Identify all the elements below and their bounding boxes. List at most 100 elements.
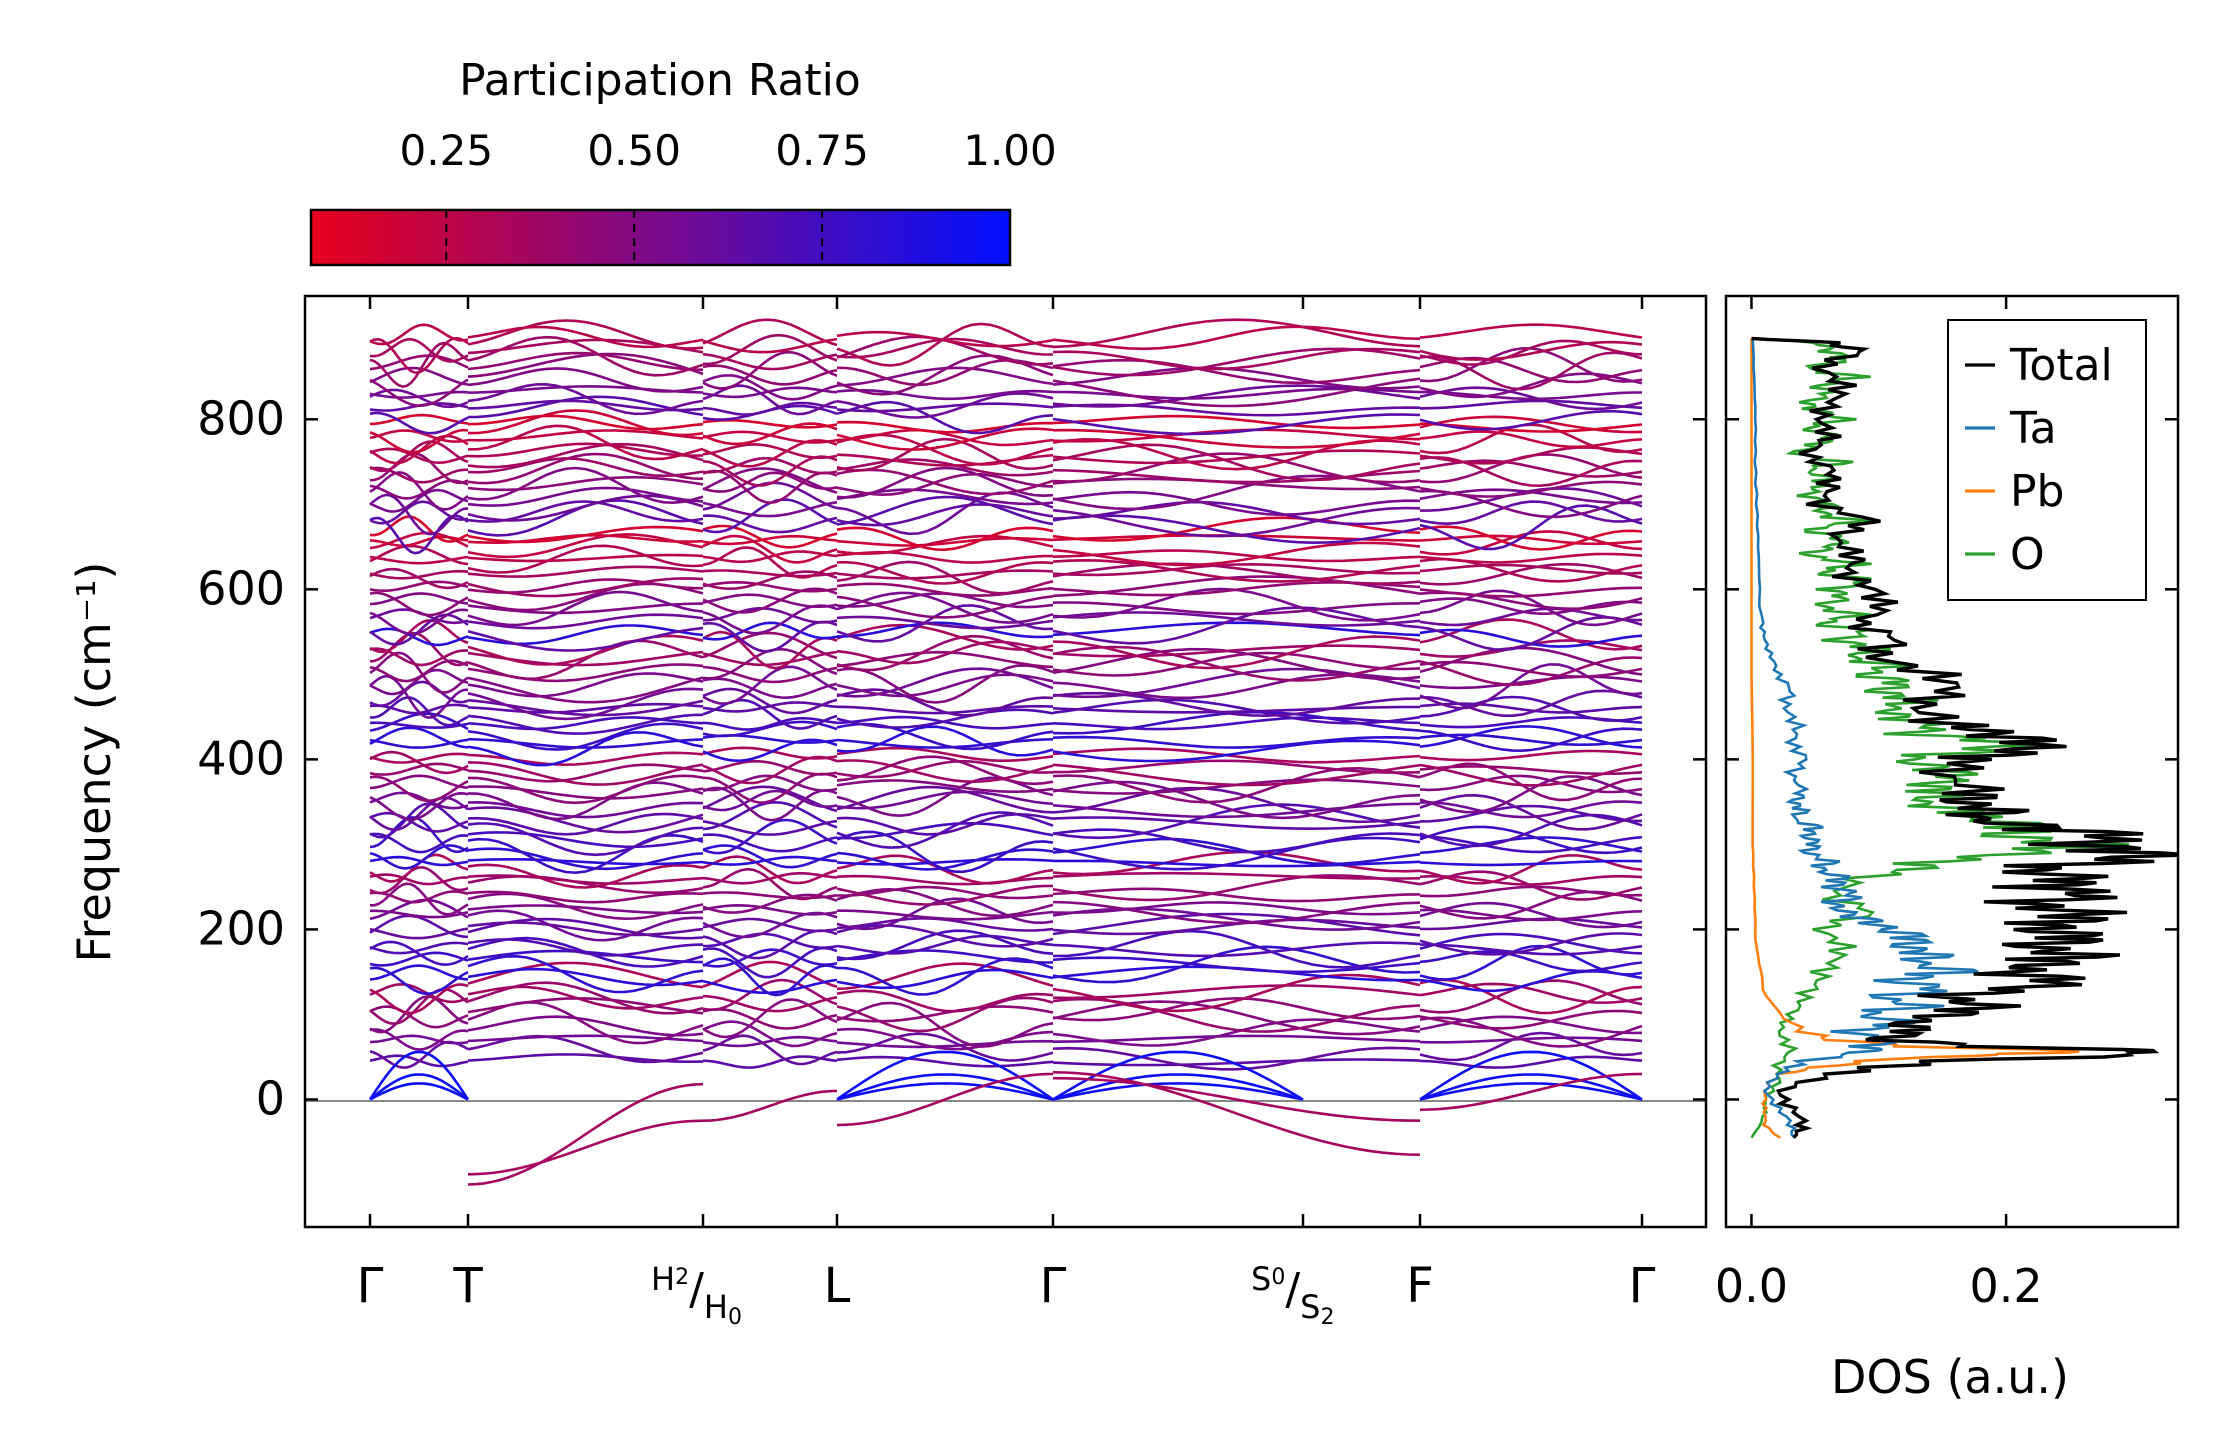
band-line	[1419, 660, 1643, 678]
band-line	[702, 386, 838, 399]
band-line	[1052, 759, 1421, 774]
band-line	[1052, 747, 1421, 764]
band-line	[467, 892, 704, 921]
band-line	[702, 352, 838, 371]
band-line	[1419, 399, 1643, 410]
band-line	[369, 750, 469, 775]
band-line	[369, 493, 469, 536]
band-line	[467, 335, 704, 377]
acoustic-band-line	[1052, 1073, 1304, 1101]
band-line	[369, 866, 469, 895]
band-line	[1419, 607, 1642, 627]
band-line	[1419, 372, 1643, 399]
band-line	[467, 938, 704, 957]
band-line	[369, 802, 469, 839]
k-label: Γ	[1629, 1258, 1656, 1314]
colorbar-tick-label: 1.00	[963, 126, 1057, 175]
band-line	[467, 722, 704, 751]
band-line	[369, 569, 469, 580]
y-tick-label: 0	[256, 1071, 285, 1125]
band-line	[836, 957, 1054, 996]
band-line	[467, 626, 704, 652]
band-line	[836, 897, 1054, 931]
band-line	[702, 534, 838, 564]
band-line	[836, 722, 1054, 751]
band-line	[836, 924, 1054, 948]
band-line	[836, 1039, 1054, 1049]
band-line	[1419, 908, 1643, 922]
band-line	[369, 592, 469, 606]
band-line	[467, 713, 704, 735]
band-line	[836, 437, 1054, 472]
acoustic-band-line	[369, 1082, 469, 1101]
y-tick-label: 800	[197, 391, 285, 445]
y-tick-label: 400	[197, 731, 285, 785]
band-line	[369, 580, 469, 592]
band-line	[1419, 793, 1643, 831]
band-line	[836, 738, 1054, 749]
band-line	[836, 830, 1054, 874]
band-line	[1419, 944, 1643, 981]
band-line	[1419, 663, 1643, 710]
band-line	[1052, 766, 1421, 804]
band-line	[836, 779, 1054, 793]
band-line	[467, 761, 704, 786]
band-line	[1419, 874, 1643, 886]
band-line	[1419, 646, 1643, 676]
band-line	[1419, 836, 1643, 855]
band-line	[702, 677, 838, 700]
band-line	[369, 983, 469, 1015]
band-line	[467, 382, 704, 416]
band-line	[1419, 859, 1643, 867]
band-line	[1419, 695, 1643, 723]
band-line	[836, 989, 1054, 1013]
band-line	[1052, 816, 1421, 831]
band-line	[836, 874, 1054, 886]
band-line	[369, 390, 469, 399]
band-line	[1419, 854, 1643, 885]
band-line	[467, 1015, 704, 1037]
band-line	[702, 439, 838, 468]
band-line	[1052, 1034, 1421, 1043]
band-line	[1052, 318, 1421, 349]
band-line	[836, 812, 1054, 836]
band-line	[1052, 763, 1421, 787]
band-line	[369, 651, 469, 694]
band-line	[836, 591, 1054, 624]
band-line	[836, 495, 1054, 526]
band-line	[836, 503, 1054, 527]
band-line	[1052, 837, 1421, 866]
band-line	[369, 1005, 469, 1029]
band-line	[1052, 941, 1421, 958]
band-line	[1052, 452, 1421, 484]
band-line	[1419, 800, 1643, 819]
band-line	[702, 469, 838, 505]
band-line	[702, 844, 838, 869]
band-line	[836, 330, 1054, 348]
band-line	[370, 882, 469, 916]
band-line	[369, 591, 469, 617]
band-line	[836, 621, 1054, 639]
band-line	[702, 855, 838, 866]
band-line	[1052, 601, 1421, 616]
band-line	[1052, 449, 1421, 465]
band-line	[702, 364, 838, 386]
band-line	[1052, 871, 1421, 880]
band-line	[1419, 618, 1643, 651]
band-line	[369, 982, 469, 1004]
acoustic-band-line	[1052, 1082, 1304, 1101]
band-line	[702, 946, 838, 979]
band-line	[1419, 1055, 1643, 1069]
band-line	[1419, 689, 1643, 717]
band-line	[369, 488, 469, 513]
band-line	[1419, 500, 1643, 526]
band-line	[836, 526, 1054, 552]
band-line	[1419, 749, 1643, 762]
band-line	[1052, 672, 1421, 700]
band-line	[702, 960, 838, 988]
band-line	[702, 550, 838, 564]
band-line	[1052, 414, 1421, 430]
band-line	[836, 949, 1054, 964]
dos-series	[1750, 336, 2178, 1139]
kpath-axis: Γ T H2/H0 L Γ S0/S2 F Γ	[357, 296, 1656, 1330]
